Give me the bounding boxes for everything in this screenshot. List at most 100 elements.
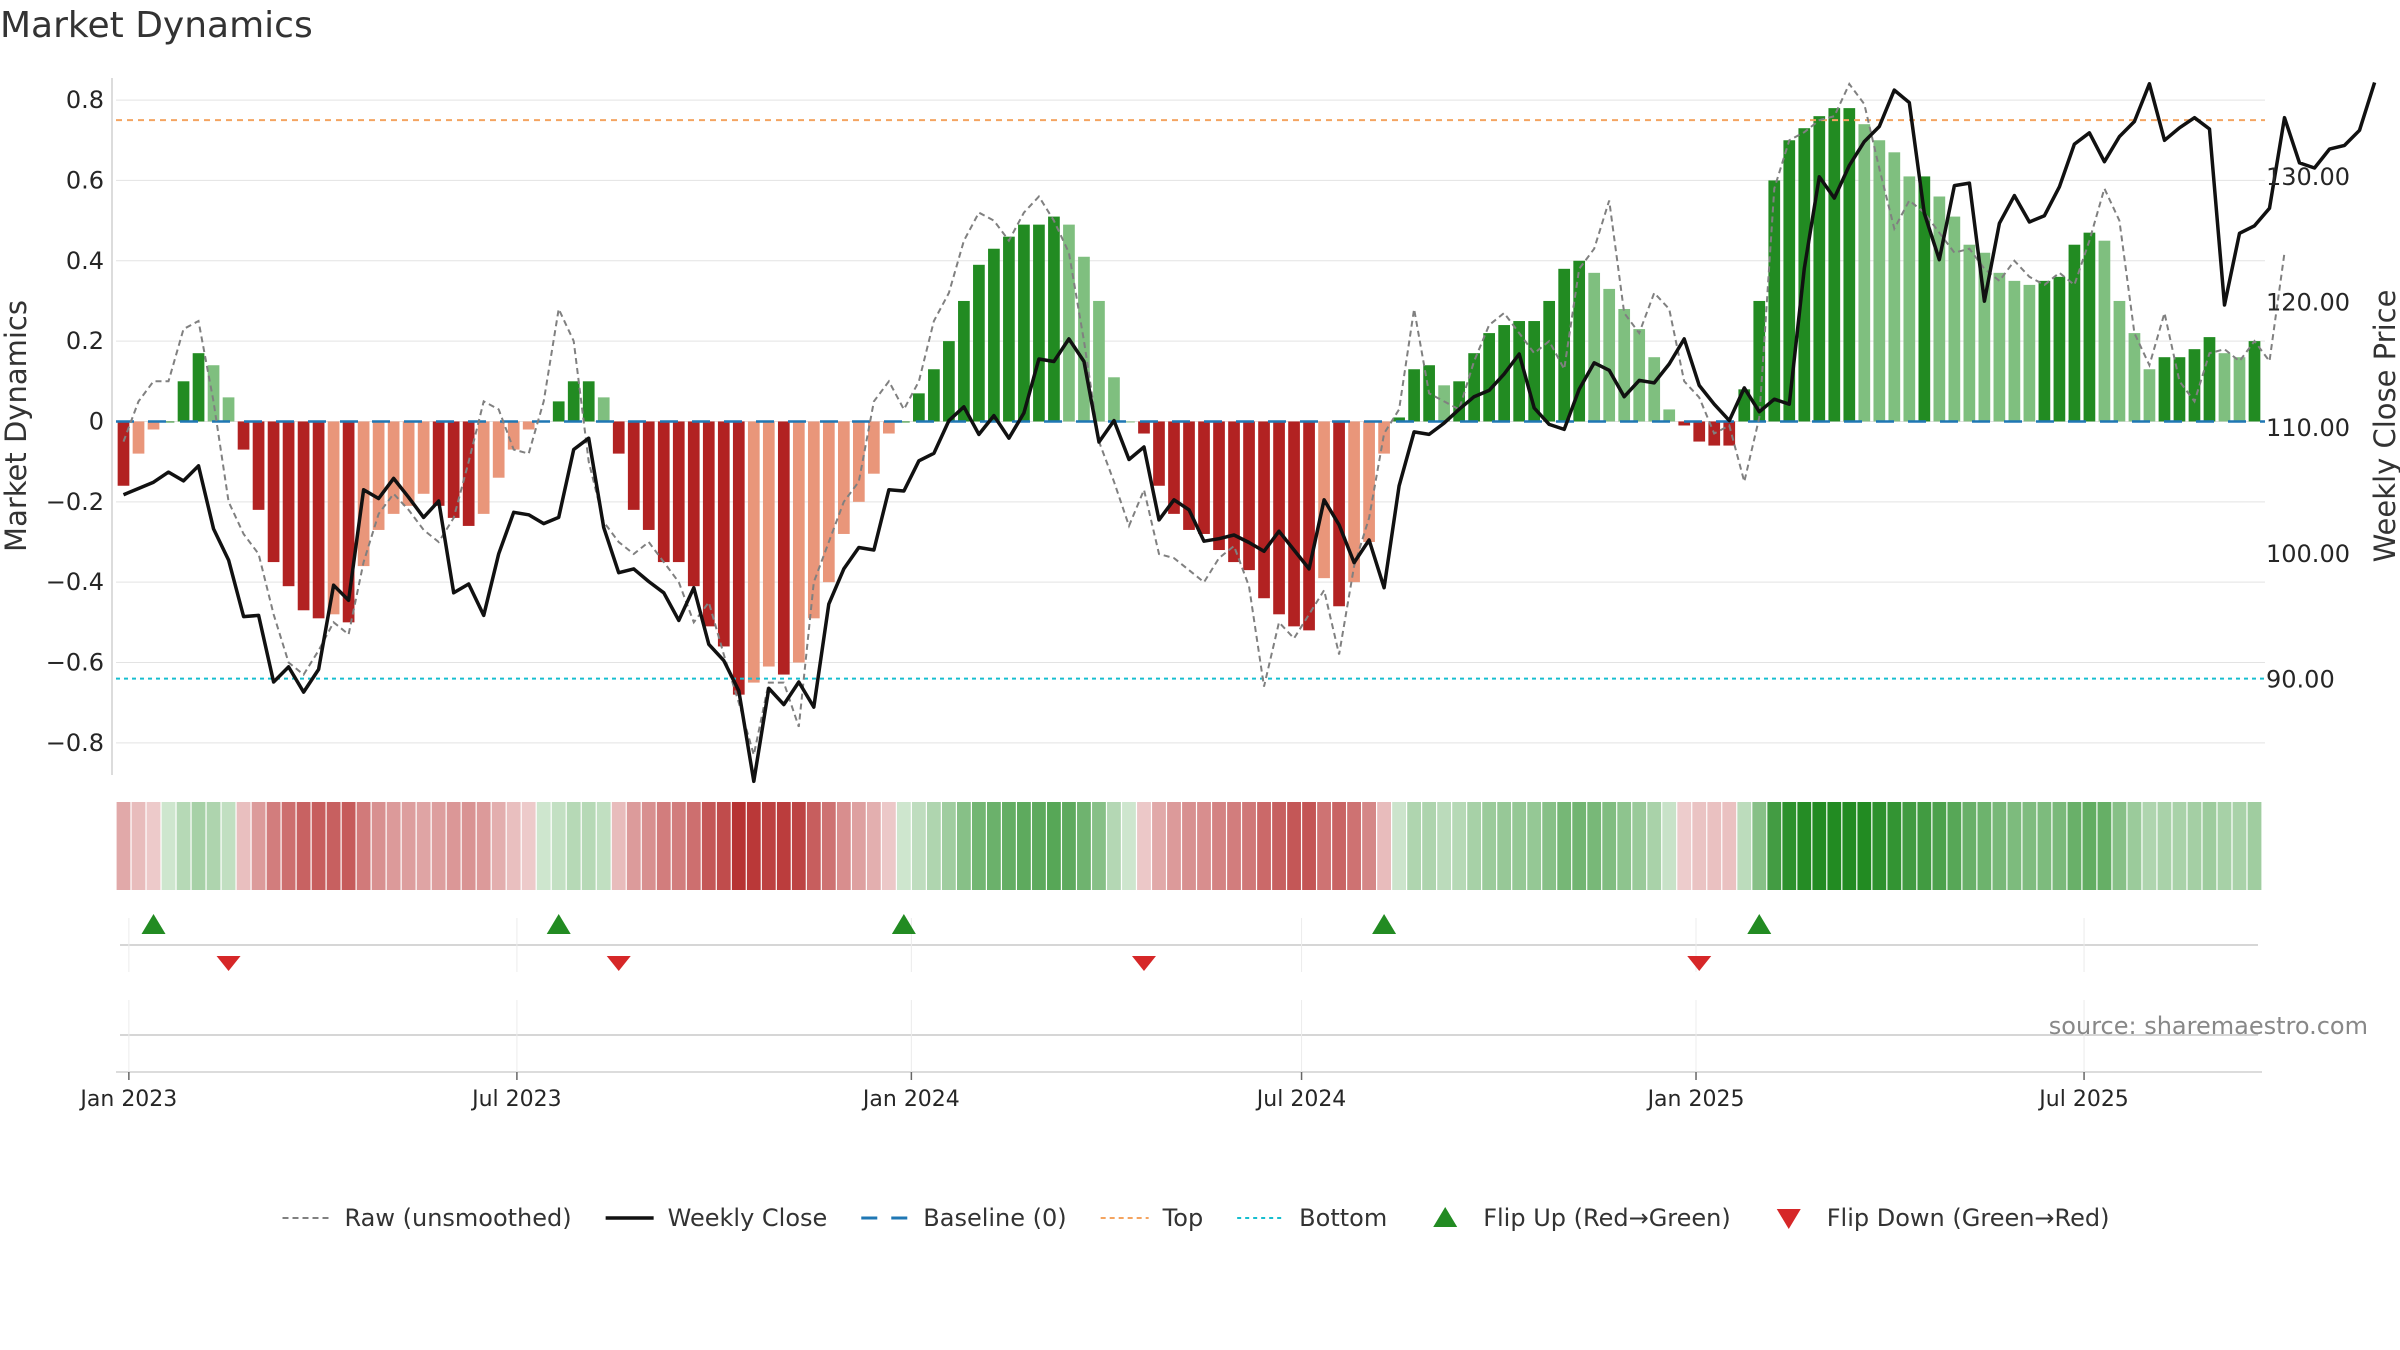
regime-strip-cell bbox=[1452, 802, 1467, 890]
dynamics-bar bbox=[657, 421, 670, 563]
dynamics-bar bbox=[702, 421, 715, 627]
dynamics-bar bbox=[1168, 421, 1180, 514]
regime-strip-cell bbox=[131, 802, 146, 890]
flip-down-marker bbox=[1687, 956, 1712, 971]
dynamics-bar bbox=[2203, 337, 2216, 422]
dynamics-bar bbox=[1198, 421, 1210, 534]
regime-strip-cell bbox=[626, 802, 641, 890]
dynamics-bar bbox=[1078, 256, 1090, 422]
dynamics-bar bbox=[147, 421, 160, 430]
dynamics-bar bbox=[1213, 421, 1225, 551]
dynamics-bar bbox=[732, 421, 745, 695]
chart-title: Market Dynamics bbox=[0, 5, 313, 46]
regime-strip-cell bbox=[1737, 802, 1752, 890]
regime-strip-cell bbox=[671, 802, 686, 890]
regime-strip-cell bbox=[911, 802, 926, 890]
y-tick-label: −0.4 bbox=[46, 568, 104, 596]
dynamics-bar bbox=[1693, 421, 1706, 442]
x-tick-label: Jul 2024 bbox=[1255, 1087, 1347, 1112]
regime-strip-cell bbox=[2022, 802, 2037, 890]
bottom-panel: Jan 2023 Jul 2023 Jan 2024 Jul 2024 Jan 2025… bbox=[78, 1000, 2262, 1112]
regime-strip bbox=[116, 802, 2262, 890]
regime-strip-cell bbox=[641, 802, 656, 890]
regime-strip-cell bbox=[1707, 802, 1722, 890]
regime-strip-cell bbox=[1902, 802, 1917, 890]
legend-label: Weekly Close bbox=[668, 1204, 828, 1232]
regime-strip-cell bbox=[2112, 802, 2127, 890]
dynamics-bar bbox=[462, 421, 475, 526]
dynamics-bar bbox=[1363, 421, 1375, 542]
regime-strip-cell bbox=[1692, 802, 1707, 890]
dynamics-bar bbox=[1393, 417, 1405, 422]
dynamics-bar bbox=[1063, 224, 1075, 422]
dynamics-bar bbox=[1018, 224, 1030, 422]
regime-strip-cell bbox=[761, 802, 776, 890]
regime-strip-cell bbox=[1062, 802, 1076, 890]
flip-up-marker bbox=[1372, 914, 1397, 934]
regime-strip-cell bbox=[1392, 802, 1407, 890]
regime-strip-cell bbox=[1782, 802, 1797, 890]
regime-strip-cell bbox=[296, 802, 311, 890]
regime-strip-cell bbox=[941, 802, 956, 890]
dynamics-bar bbox=[717, 421, 730, 647]
dynamics-bar bbox=[1438, 385, 1450, 422]
flip-down-marker bbox=[216, 956, 241, 971]
dynamics-bar bbox=[1303, 421, 1315, 631]
dynamics-bar bbox=[2083, 232, 2096, 422]
dynamics-bar bbox=[342, 421, 355, 623]
dynamics-bar bbox=[1183, 421, 1195, 530]
regime-strip-cell bbox=[1662, 802, 1677, 890]
regime-strip-cell bbox=[1977, 802, 1992, 890]
y-tick-label: −0.2 bbox=[46, 488, 104, 516]
dynamics-bar bbox=[1858, 124, 1871, 422]
dynamics-bar bbox=[1483, 333, 1495, 422]
regime-strip-cell bbox=[1962, 802, 1977, 890]
y2-tick-label: 90.00 bbox=[2266, 665, 2335, 693]
regime-strip-cell bbox=[431, 802, 446, 890]
flip-down-marker bbox=[1131, 956, 1156, 971]
dynamics-bar bbox=[672, 421, 685, 563]
legend-item-close: Weekly Close bbox=[605, 1204, 828, 1232]
regime-strip-cell bbox=[1137, 802, 1151, 890]
legend-label: Baseline (0) bbox=[923, 1204, 1066, 1232]
dynamics-bar bbox=[1993, 272, 2006, 422]
regime-strip-cell bbox=[1557, 802, 1572, 890]
regime-strip-cell bbox=[191, 802, 206, 890]
dynamics-bar bbox=[252, 421, 265, 510]
dynamics-bar bbox=[477, 421, 490, 514]
regime-strip-cell bbox=[1377, 802, 1391, 890]
regime-strip-cell bbox=[2082, 802, 2097, 890]
regime-strip-cell bbox=[341, 802, 356, 890]
regime-strip-cell bbox=[266, 802, 281, 890]
regime-strip-cell bbox=[2157, 802, 2172, 890]
regime-strip-cell bbox=[1107, 802, 1121, 890]
regime-strip-cell bbox=[731, 802, 746, 890]
regime-strip-cell bbox=[1677, 802, 1692, 890]
dynamics-bar bbox=[1408, 369, 1420, 422]
regime-strip-cell bbox=[1242, 802, 1256, 890]
regime-strip-cell bbox=[926, 802, 941, 890]
regime-strip-cell bbox=[1437, 802, 1452, 890]
regime-strip-cell bbox=[281, 802, 296, 890]
x-tick-label: Jan 2024 bbox=[861, 1087, 960, 1112]
dynamics-bar bbox=[1453, 381, 1465, 422]
regime-strip-cell bbox=[1917, 802, 1932, 890]
dynamics-bar bbox=[973, 264, 985, 422]
dynamics-bar bbox=[1678, 421, 1691, 426]
regime-strip-cell bbox=[1632, 802, 1647, 890]
legend-label: Flip Up (Red→Green) bbox=[1483, 1204, 1731, 1232]
regime-strip-cell bbox=[1047, 802, 1061, 890]
flip-up-marker bbox=[546, 914, 571, 934]
regime-strip-cell bbox=[1857, 802, 1872, 890]
legend-swatch bbox=[1433, 1207, 1458, 1227]
legend-label: Raw (unsmoothed) bbox=[345, 1204, 572, 1232]
dynamics-bar bbox=[267, 421, 280, 563]
dynamics-bar bbox=[2143, 369, 2156, 422]
dynamics-bar bbox=[1633, 329, 1646, 422]
regime-strip-cell bbox=[221, 802, 236, 890]
dynamics-bar bbox=[1903, 176, 1916, 422]
dynamics-bar bbox=[522, 421, 535, 430]
regime-strip-cell bbox=[1572, 802, 1587, 890]
dynamics-bar bbox=[552, 401, 565, 422]
regime-strip-cell bbox=[1602, 802, 1617, 890]
